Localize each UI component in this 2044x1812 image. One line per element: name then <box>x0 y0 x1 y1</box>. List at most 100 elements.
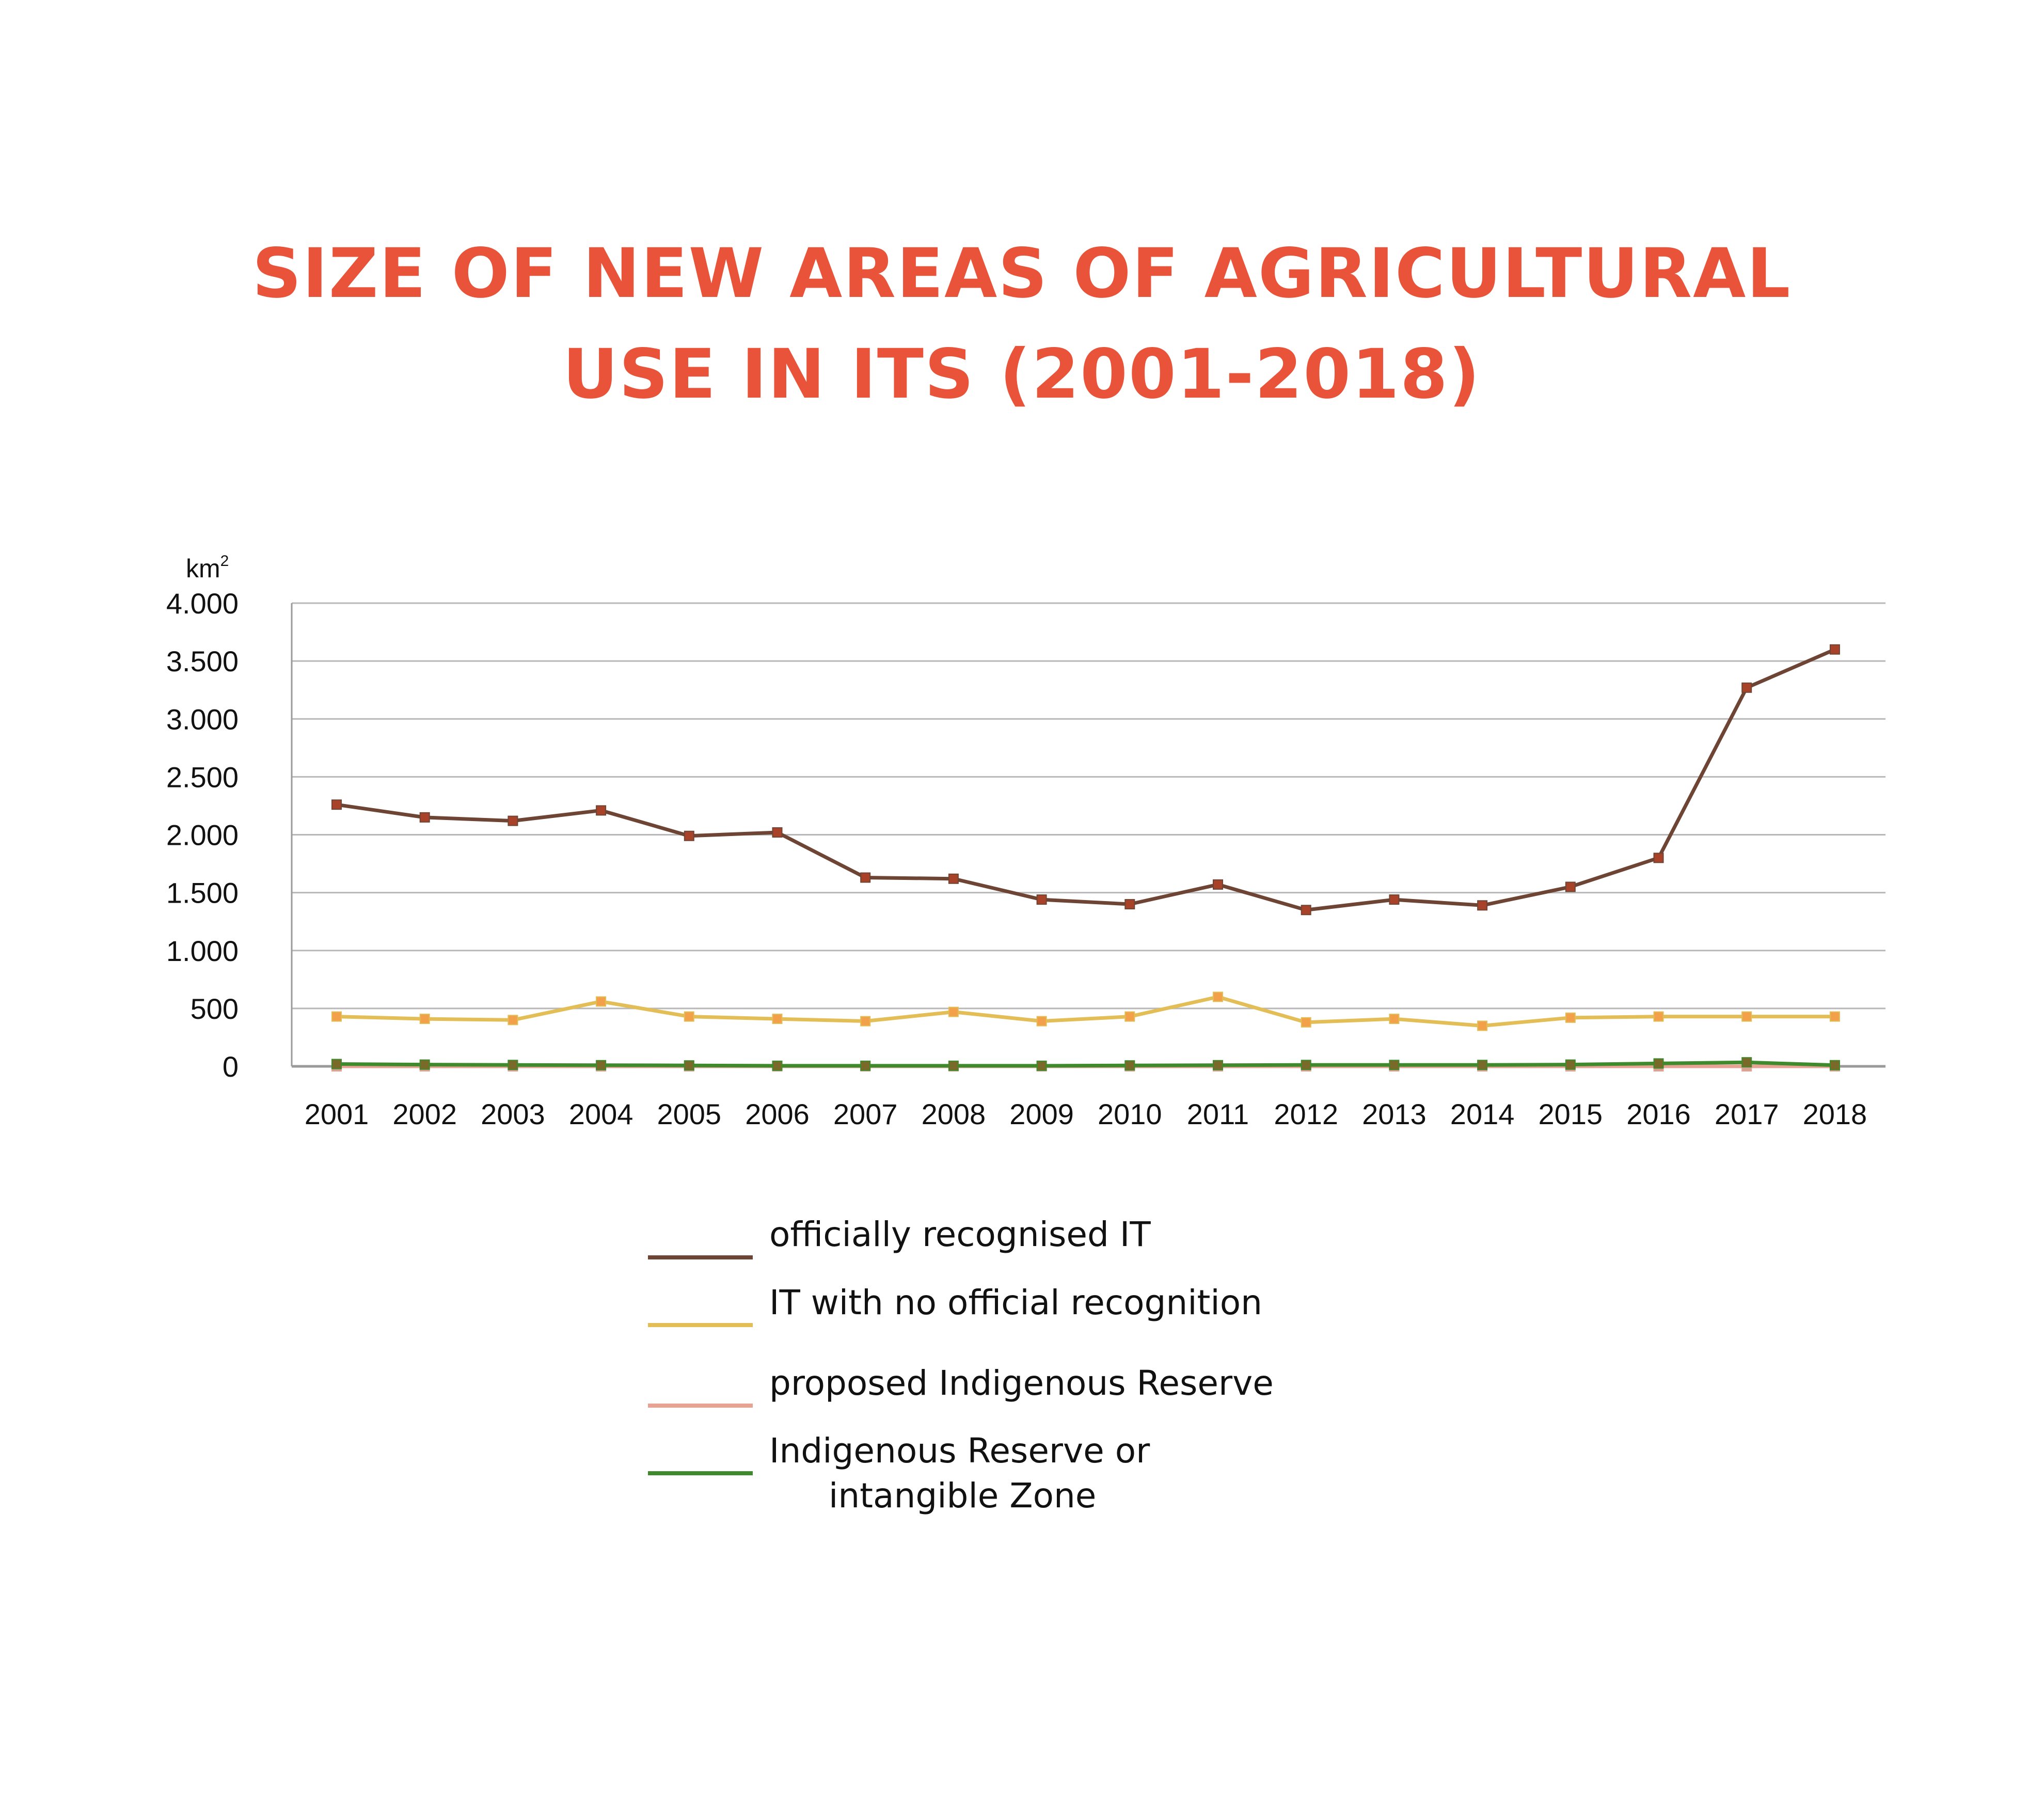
data-point <box>1213 1060 1223 1070</box>
data-point <box>772 827 783 838</box>
data-point <box>1036 1016 1047 1027</box>
x-tick-label: 2014 <box>1450 1098 1515 1130</box>
x-tick-label: 2008 <box>922 1098 986 1130</box>
x-tick-label: 2012 <box>1274 1098 1338 1130</box>
data-point <box>1389 894 1400 905</box>
x-tick-label: 2018 <box>1803 1098 1867 1130</box>
data-point <box>1829 1011 1840 1022</box>
series-group <box>331 1057 1840 1071</box>
chart-title-line-1: SIZE OF NEW AREAS OF AGRICULTURAL <box>252 234 1792 313</box>
legend-label: officially recognised IT <box>769 1215 1151 1254</box>
series-group <box>331 991 1840 1031</box>
y-tick-label: 1.000 <box>166 935 239 967</box>
data-point <box>1565 1059 1576 1070</box>
data-point <box>419 1059 430 1070</box>
data-point <box>684 1011 694 1022</box>
x-tick-label: 2015 <box>1539 1098 1603 1130</box>
legend-label: IT with no official recognition <box>769 1283 1262 1322</box>
series-line <box>336 648 1836 912</box>
data-point <box>1124 899 1135 910</box>
data-point <box>1036 1060 1047 1071</box>
data-point <box>596 996 607 1007</box>
data-point <box>331 1059 342 1069</box>
data-point <box>860 1060 871 1071</box>
y-tick-label: 2.000 <box>166 819 239 852</box>
y-unit-superscript: 2 <box>220 553 229 570</box>
y-tick-label: 1.500 <box>166 877 239 909</box>
data-point <box>860 1016 871 1027</box>
data-point <box>419 812 430 823</box>
data-point <box>1477 900 1488 911</box>
y-tick-label: 4.000 <box>166 587 239 620</box>
data-point <box>948 873 959 884</box>
data-point <box>1829 1060 1840 1070</box>
data-point <box>331 799 342 810</box>
data-point <box>508 1015 518 1026</box>
data-point <box>1741 1057 1752 1068</box>
data-point <box>1741 682 1752 693</box>
data-point <box>1477 1060 1488 1070</box>
data-point <box>331 1011 342 1022</box>
legend-label-line-2: intangible Zone <box>829 1476 1096 1516</box>
x-tick-label: 2007 <box>833 1098 898 1130</box>
data-point <box>1565 881 1576 892</box>
data-point <box>1653 853 1664 863</box>
data-point <box>596 1060 607 1070</box>
data-point <box>596 805 607 816</box>
y-tick-label: 3.500 <box>166 645 239 677</box>
y-tick-label: 3.000 <box>166 703 239 735</box>
legend-label: proposed Indigenous Reserve <box>769 1363 1274 1403</box>
x-tick-label: 2006 <box>745 1098 810 1130</box>
y-tick-label: 500 <box>191 992 239 1025</box>
data-point <box>1829 644 1840 655</box>
data-point <box>1124 1011 1135 1022</box>
series-group <box>331 644 1840 916</box>
data-point <box>1565 1012 1576 1023</box>
data-point <box>1741 1011 1752 1022</box>
data-point <box>684 830 694 841</box>
x-tick-label: 2009 <box>1009 1098 1074 1130</box>
y-axis-ticks: 0 500 1.000 1.500 2.000 2.500 3.000 3.500 4.000 <box>166 587 239 1083</box>
x-tick-label: 2001 <box>305 1098 369 1130</box>
x-tick-label: 2011 <box>1187 1098 1249 1130</box>
data-point <box>860 872 871 883</box>
series-lines <box>331 644 1840 1072</box>
x-tick-label: 2003 <box>481 1098 545 1130</box>
y-unit-base: km <box>186 554 220 583</box>
legend: officially recognised IT IT with no offic… <box>648 1215 1274 1516</box>
series-line <box>336 1060 1835 1068</box>
x-tick-label: 2013 <box>1362 1098 1427 1130</box>
data-point <box>1124 1060 1135 1071</box>
data-point <box>1653 1011 1664 1022</box>
data-point <box>1301 1060 1311 1070</box>
data-point <box>1301 905 1311 916</box>
data-point <box>772 1014 783 1025</box>
series-line <box>336 995 1835 1028</box>
x-axis-ticks: 2001 2002 2003 2004 2005 2006 2007 2008 2009 2010… <box>305 1098 1867 1130</box>
data-point <box>1213 991 1223 1002</box>
data-point <box>508 815 518 826</box>
data-point <box>1213 879 1223 890</box>
y-tick-label: 2.500 <box>166 761 239 793</box>
y-tick-label: 0 <box>223 1050 239 1083</box>
data-point <box>1653 1058 1664 1069</box>
grid-lines <box>291 602 1885 1068</box>
data-point <box>1389 1060 1400 1070</box>
chart-title-line-2: USE IN ITS (2001-2018) <box>563 335 1481 414</box>
data-point <box>508 1060 518 1070</box>
legend-label: Indigenous Reserve or <box>769 1431 1150 1471</box>
x-tick-label: 2002 <box>392 1098 457 1130</box>
data-point <box>948 1006 959 1017</box>
x-tick-label: 2017 <box>1715 1098 1779 1130</box>
x-tick-label: 2016 <box>1626 1098 1691 1130</box>
x-tick-label: 2005 <box>657 1098 722 1130</box>
data-point <box>684 1060 694 1071</box>
data-point <box>419 1014 430 1025</box>
data-point <box>1389 1014 1400 1025</box>
data-point <box>948 1060 959 1071</box>
y-unit-label: km2 <box>186 553 229 583</box>
data-point <box>1301 1017 1311 1028</box>
data-point <box>772 1060 783 1071</box>
x-tick-label: 2004 <box>569 1098 633 1130</box>
